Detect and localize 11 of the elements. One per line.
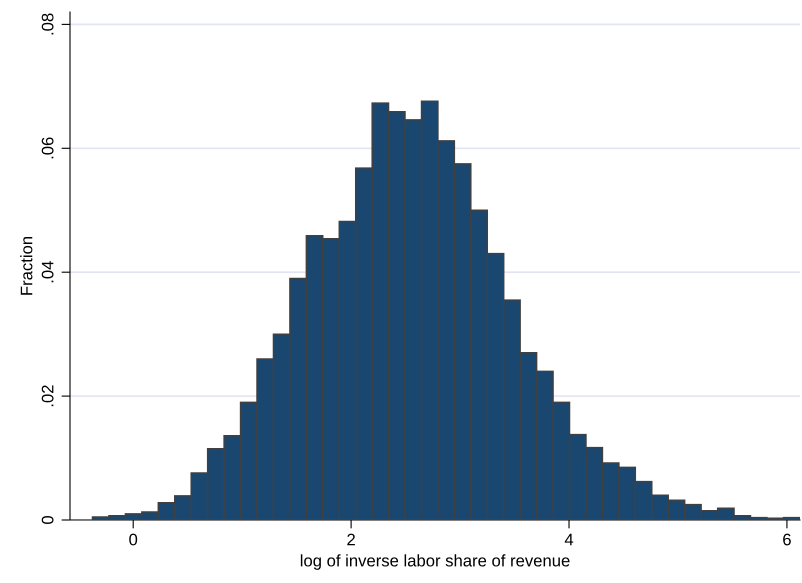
y-tick-label: 0 bbox=[42, 516, 54, 524]
y-tick-label: .04 bbox=[42, 261, 54, 282]
y-tick-label: .08 bbox=[42, 14, 54, 34]
x-tick-label: 2 bbox=[347, 534, 355, 546]
y-tick-label: .06 bbox=[42, 137, 54, 158]
x-tick-label: 4 bbox=[564, 534, 574, 546]
y-axis-title: Fraction bbox=[20, 236, 32, 295]
x-tick-label: 0 bbox=[129, 534, 138, 546]
y-tick-label: .02 bbox=[42, 385, 54, 406]
x-tick-label: 6 bbox=[783, 534, 791, 546]
x-axis-title: log of inverse labor share of revenue bbox=[300, 554, 570, 570]
